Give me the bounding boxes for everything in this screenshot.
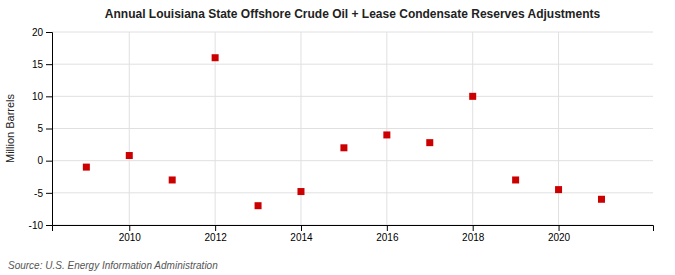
x-tick-label: 2018 <box>462 232 485 243</box>
point <box>169 176 176 183</box>
x-axis-line <box>53 226 654 232</box>
y-tick-mark <box>46 161 52 162</box>
x-tick: 2012 <box>205 225 228 243</box>
y-tick: -10 <box>29 220 52 231</box>
point <box>555 186 562 193</box>
x-tick-label: 2016 <box>376 232 399 243</box>
y-tick-label: 5 <box>37 123 43 134</box>
x-tick: 2016 <box>376 225 399 243</box>
point <box>297 188 304 195</box>
grid-line-y <box>52 32 653 33</box>
x-tick-label: 2014 <box>290 232 313 243</box>
grid-line-x <box>386 32 387 225</box>
point <box>598 196 605 203</box>
y-tick: 10 <box>32 91 52 102</box>
point <box>426 139 433 146</box>
point <box>83 164 90 171</box>
grid-line-x <box>558 32 559 225</box>
x-tick: 2020 <box>548 225 571 243</box>
grid-line-x <box>472 32 473 225</box>
y-tick-mark <box>46 225 52 226</box>
y-tick: 0 <box>37 155 52 166</box>
chart-container: 2010 2012 2014 2016 2018 2020 -10 -5 0 5 10 15 20 Ann… <box>0 0 675 275</box>
chart-svg: 2010 2012 2014 2016 2018 2020 -10 -5 0 5 10 15 20 Ann… <box>0 0 675 275</box>
y-tick-label: 10 <box>32 91 44 102</box>
point <box>340 144 347 151</box>
point <box>512 176 519 183</box>
plot-area: 2010 2012 2014 2016 2018 2020 -10 -5 0 5 10 15 20 <box>29 27 654 243</box>
point <box>469 93 476 100</box>
x-tick-mark <box>215 225 216 231</box>
x-tick-label: 2010 <box>119 232 142 243</box>
x-tick-mark <box>301 225 302 231</box>
x-axis: 2010 2012 2014 2016 2018 2020 <box>53 225 654 243</box>
y-tick-label: 20 <box>32 27 44 38</box>
y-tick-label: -5 <box>34 188 43 199</box>
point <box>383 131 390 138</box>
annotation: Source: U.S. Energy Information Administ… <box>8 260 218 271</box>
y-tick: 15 <box>32 59 52 70</box>
grid-line-y <box>52 160 653 161</box>
y-tick: 20 <box>32 27 52 38</box>
x-tick-mark <box>559 225 560 231</box>
y-tick-label: 15 <box>32 59 44 70</box>
y-tick-mark <box>46 32 52 33</box>
y-tick-label: -10 <box>29 220 44 231</box>
grid <box>52 32 653 225</box>
grid-line-y <box>52 192 653 193</box>
grid-line-x <box>300 32 301 225</box>
x-tick: 2014 <box>290 225 313 243</box>
y-tick-mark <box>46 193 52 194</box>
title: Annual Louisiana State Offshore Crude Oi… <box>105 7 601 21</box>
grid-line-y <box>52 96 653 97</box>
grid-line-y <box>52 128 653 129</box>
x-tick-mark <box>387 225 388 231</box>
y-axis: -10 -5 0 5 10 15 20 <box>29 27 53 231</box>
point <box>255 202 262 209</box>
x-tick-mark <box>473 225 474 231</box>
point <box>212 54 219 61</box>
y-tick: 5 <box>37 123 52 134</box>
x-tick: 2010 <box>119 225 142 243</box>
point <box>126 152 133 159</box>
y-tick-mark <box>46 129 52 130</box>
marks <box>83 54 605 209</box>
grid-line-x <box>129 32 130 225</box>
x-tick-label: 2012 <box>205 232 228 243</box>
y-tick-mark <box>46 64 52 65</box>
x-tick-label: 2020 <box>548 232 571 243</box>
y-axis-line <box>46 33 53 226</box>
y-axis-title: Million Barrels <box>4 93 16 163</box>
y-tick-label: 0 <box>37 155 43 166</box>
x-tick-mark <box>129 225 130 231</box>
y-tick-mark <box>46 96 52 97</box>
x-tick: 2018 <box>462 225 485 243</box>
y-tick: -5 <box>34 188 52 199</box>
grid-line-y <box>52 64 653 65</box>
